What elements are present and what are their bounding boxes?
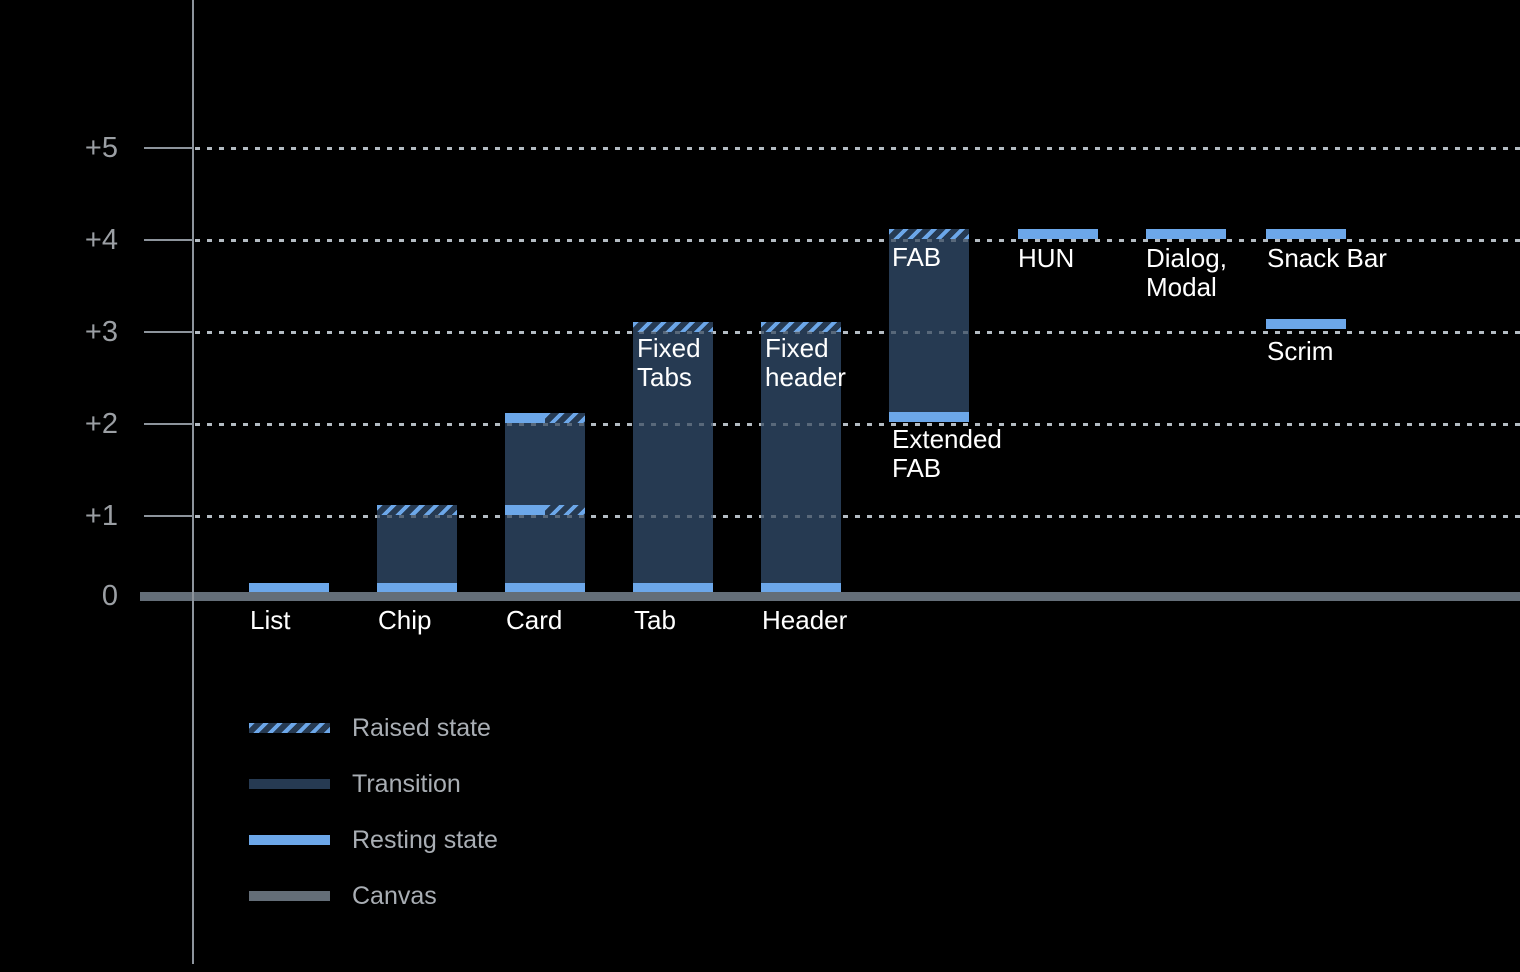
label-scrim: Scrim — [1267, 337, 1333, 366]
gridline-3 — [195, 331, 1520, 334]
label-line: Scrim — [1267, 336, 1334, 366]
bar-fab-raised — [889, 229, 969, 239]
label-line: Snack Bar — [1267, 243, 1387, 273]
bar-list-resting — [249, 583, 329, 592]
bar-chip-resting — [377, 583, 457, 592]
bar-hun-resting — [1018, 229, 1098, 239]
transition-swatch-icon — [249, 779, 330, 789]
canvas-swatch-icon — [249, 891, 330, 901]
label-line: Extended — [892, 424, 1002, 454]
gridline-overlay-5 — [195, 147, 1520, 150]
bar-fab-resting — [889, 412, 969, 422]
bar-chip-raised — [377, 505, 457, 515]
gridline-overlay-3 — [195, 331, 1520, 334]
y-axis-label-4: +4 — [84, 224, 118, 256]
label-hun: HUN — [1018, 244, 1074, 273]
bar-card-resting — [505, 583, 585, 592]
y-axis-label-2: +2 — [84, 408, 118, 440]
bar-tab-transition — [633, 332, 713, 583]
bar-tab-resting — [633, 583, 713, 592]
label-card: Card — [506, 606, 562, 635]
label-fab-1: Extended FAB — [892, 425, 1002, 483]
legend-item-resting-state: Resting state — [249, 812, 498, 868]
y-axis-label-5: +5 — [84, 132, 118, 164]
y-tick-5 — [144, 147, 193, 149]
bar-card-split-resting-half — [505, 413, 545, 423]
label-line: Modal — [1146, 272, 1217, 302]
bar-chip-transition — [377, 515, 457, 583]
canvas-baseline — [140, 592, 1520, 601]
label-list: List — [250, 606, 290, 635]
bar-card-transition — [505, 423, 585, 505]
y-axis-line — [192, 0, 194, 964]
label-line: Chip — [378, 605, 432, 635]
label-chip: Chip — [378, 606, 431, 635]
label-line: FAB — [892, 242, 942, 272]
y-axis-label-3: +3 — [84, 316, 118, 348]
label-tab: Tab — [634, 606, 676, 635]
label-line: Tabs — [637, 362, 692, 392]
label-line: Header — [762, 605, 848, 635]
label-line: HUN — [1018, 243, 1075, 273]
bar-card-transition — [505, 515, 585, 583]
label-line: Tab — [634, 605, 676, 635]
y-tick-3 — [144, 331, 193, 333]
label-line: Card — [506, 605, 563, 635]
y-tick-4 — [144, 239, 193, 241]
y-axis-label-0: 0 — [101, 580, 118, 612]
gridline-overlay-1 — [195, 515, 1520, 518]
legend-label: Resting state — [352, 826, 498, 854]
label-snack-bar: Snack Bar — [1267, 244, 1387, 273]
gridline-overlay-4 — [195, 239, 1520, 242]
label-header: Header — [762, 606, 847, 635]
bar-card-split — [505, 413, 585, 423]
bar-snack-bar-resting — [1266, 229, 1346, 239]
bar-tab-raised — [633, 322, 713, 332]
label-line: Fixed — [765, 333, 829, 363]
label-line: Fixed — [637, 333, 701, 363]
legend-item-transition: Transition — [249, 756, 498, 812]
bar-scrim-resting — [1266, 319, 1346, 329]
bar-header-resting — [761, 583, 841, 592]
gridline-overlay-2 — [195, 423, 1520, 426]
label-line: Dialog, — [1146, 243, 1227, 273]
resting-state-swatch-icon — [249, 835, 330, 845]
bar-card-split-raised-half — [545, 413, 585, 423]
label-fab: FAB — [892, 243, 941, 272]
legend-item-canvas: Canvas — [249, 868, 498, 924]
gridline-2 — [195, 423, 1520, 426]
legend: Raised state Transition Resting state Ca… — [249, 700, 498, 924]
y-tick-1 — [144, 515, 193, 517]
raised-state-swatch-icon — [249, 723, 330, 733]
label-header-1: Fixed header — [765, 334, 846, 392]
bar-card-split-raised-half — [545, 505, 585, 515]
gridline-4 — [195, 239, 1520, 242]
legend-label: Raised state — [352, 714, 491, 742]
bar-card-split-resting-half — [505, 505, 545, 515]
label-line: header — [765, 362, 846, 392]
legend-item-raised-state: Raised state — [249, 700, 498, 756]
bar-header-raised — [761, 322, 841, 332]
gridline-1 — [195, 515, 1520, 518]
bar-dialog-modal-resting — [1146, 229, 1226, 239]
bar-header-transition — [761, 332, 841, 583]
bar-card-split — [505, 505, 585, 515]
label-dialog-modal: Dialog, Modal — [1146, 244, 1227, 302]
gridline-5 — [195, 147, 1520, 150]
y-tick-2 — [144, 423, 193, 425]
bar-fab-transition — [889, 239, 969, 412]
label-tab-1: Fixed Tabs — [637, 334, 701, 392]
legend-label: Canvas — [352, 882, 437, 910]
y-axis-label-1: +1 — [84, 500, 118, 532]
label-line: FAB — [892, 453, 942, 483]
legend-label: Transition — [352, 770, 461, 798]
label-line: List — [250, 605, 291, 635]
